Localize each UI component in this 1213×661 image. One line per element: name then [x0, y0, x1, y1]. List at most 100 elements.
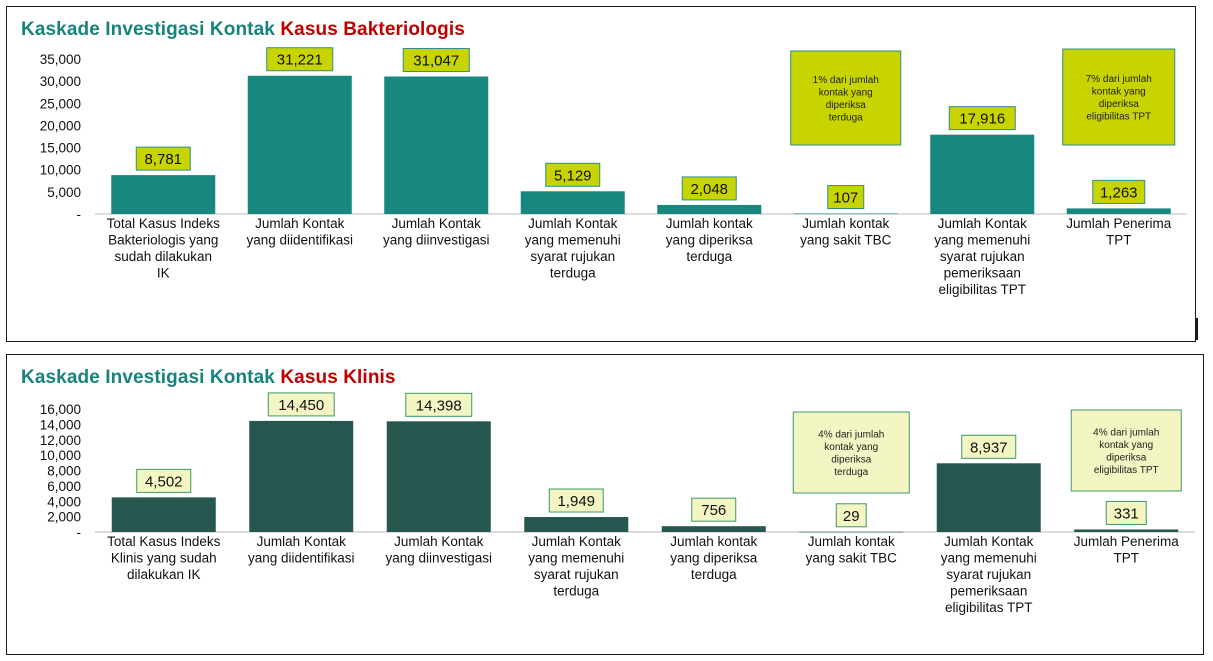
category-label-line: IK: [157, 266, 170, 281]
bar-chart-bakteriologis: - 5,000 10,000 15,000 20,000 25,000 30,000 35,0…: [40, 47, 1187, 297]
category-label-line: Jumlah kontak: [802, 216, 889, 231]
chart-panel-klinis: Kaskade Investigasi Kontak Kasus Klinis …: [6, 354, 1204, 655]
annotation-box: [1070, 409, 1182, 492]
category-label: Jumlah kontak yang sakit TBC: [806, 534, 898, 566]
category-label-line: yang diperiksa: [670, 551, 758, 566]
y-tick-label: 10,000: [40, 448, 81, 463]
annotation-line: kontak yang: [819, 88, 873, 99]
panel-edge-mark: [1196, 318, 1198, 340]
data-label: 331: [1114, 505, 1139, 522]
category-label-line: TPT: [1114, 551, 1140, 566]
bar: [111, 175, 216, 214]
category-label-line: Jumlah Kontak: [944, 534, 1034, 549]
annotation-line: diperiksa: [826, 100, 866, 111]
category-label-line: Jumlah Penerima: [1066, 216, 1172, 231]
y-tick-label: 5,000: [47, 185, 81, 200]
category-label: Jumlah kontak yang sakit TBC: [800, 216, 892, 248]
category-label-line: pemeriksaan: [950, 584, 1027, 599]
bar: [249, 420, 354, 532]
annotation-box: [1062, 48, 1176, 146]
category-label: Jumlah Kontak yang memenuhi syarat rujukan…: [528, 534, 624, 599]
data-label-box: [266, 47, 334, 72]
data-label-box: [136, 468, 192, 493]
category-label-line: terduga: [691, 567, 737, 582]
category-label: Jumlah Kontak yang diinvestigasi: [383, 216, 490, 248]
category-label-line: Jumlah Kontak: [255, 216, 345, 231]
category-label-line: Jumlah kontak: [670, 534, 757, 549]
category-label: Jumlah Kontak yang memenuhi syarat rujukan…: [941, 534, 1037, 615]
data-label-box: [827, 185, 865, 210]
data-label-box: [948, 106, 1016, 131]
bar: [657, 204, 762, 214]
category-label-line: yang sakit TBC: [806, 551, 898, 566]
bar: [936, 463, 1041, 532]
annotation-line: diperiksa: [1106, 453, 1146, 464]
data-label: 4,502: [145, 473, 183, 490]
category-label-line: Total Kasus Indeks: [107, 216, 221, 231]
category-label-line: terduga: [550, 266, 596, 281]
category-label-line: yang diinvestigasi: [383, 233, 490, 248]
category-label-line: yang diidentifikasi: [246, 233, 353, 248]
bar: [524, 517, 629, 532]
category-label-line: terduga: [686, 249, 732, 264]
data-label: 31,047: [413, 53, 459, 70]
bar: [1074, 529, 1179, 532]
y-tick-label: 6,000: [47, 479, 81, 494]
chart-title-part1: Kaskade Investigasi Kontak: [21, 367, 275, 388]
chart-title-part1: Kaskade Investigasi Kontak: [21, 19, 275, 40]
category-label-line: Jumlah Penerima: [1074, 534, 1180, 549]
category-label-line: Jumlah Kontak: [394, 534, 484, 549]
bar: [520, 191, 625, 214]
annotation-line: eligibilitas TPT: [1086, 112, 1151, 123]
category-label-line: yang memenuhi: [941, 551, 1037, 566]
category-label-line: sudah dilakukan: [114, 249, 212, 264]
category-label-line: Jumlah kontak: [666, 216, 753, 231]
annotation-line: terduga: [829, 113, 863, 124]
category-label-line: TPT: [1106, 233, 1132, 248]
bar: [793, 213, 898, 215]
data-label-box: [548, 488, 604, 513]
data-label: 31,221: [277, 52, 323, 69]
category-label: Jumlah Penerima TPT: [1074, 534, 1180, 566]
bar: [384, 76, 489, 215]
category-label: Jumlah Kontak yang diidentifikasi: [248, 534, 355, 566]
bar: [930, 134, 1035, 214]
category-label-line: pemeriksaan: [944, 266, 1021, 281]
y-tick-label: -: [77, 525, 82, 540]
category-label-line: Total Kasus Indeks: [107, 534, 221, 549]
category-label: Jumlah kontak yang diperiksa terduga: [670, 534, 758, 582]
category-label-line: yang memenuhi: [525, 233, 621, 248]
annotation-line: kontak yang: [1092, 87, 1146, 98]
y-tick-label: 4,000: [47, 494, 81, 509]
y-tick-label: 14,000: [40, 417, 81, 432]
category-label-line: syarat rujukan: [940, 249, 1025, 264]
y-tick-label: 8,000: [47, 464, 81, 479]
y-tick-label: 10,000: [40, 163, 81, 178]
chart-title: Kaskade Investigasi Kontak Kasus Klinis: [21, 367, 396, 389]
category-label-line: Klinis yang sudah: [111, 551, 217, 566]
annotation-text: 7% dari jumlah kontak yang diperiksa eligib…: [1086, 74, 1152, 123]
bar-chart-klinis: -2,0004,0006,0008,00010,00012,00014,0001…: [40, 392, 1195, 615]
data-label-box: [1105, 500, 1147, 525]
data-label: 14,450: [278, 397, 324, 414]
category-label: Jumlah Kontak yang memenuhi syarat rujukan…: [525, 216, 621, 281]
annotation-text: 4% dari jumlah kontak yang diperiksa eligib…: [1093, 428, 1159, 477]
annotation-text: 4% dari jumlah kontak yang diperiksa terdug…: [818, 430, 884, 479]
category-label: Jumlah Kontak yang memenuhi syarat rujukan…: [934, 216, 1030, 297]
y-tick-label: 16,000: [40, 402, 81, 417]
data-label: 17,916: [959, 111, 1005, 128]
category-label-line: yang diinvestigasi: [385, 551, 492, 566]
data-label: 2,048: [690, 181, 728, 198]
category-label-line: yang diidentifikasi: [248, 551, 355, 566]
bar: [661, 526, 766, 532]
y-tick-label: 15,000: [40, 141, 81, 156]
category-label-line: Bakteriologis yang: [108, 233, 218, 248]
data-label: 8,781: [144, 151, 182, 168]
annotation-line: terduga: [834, 467, 868, 478]
category-label-line: Jumlah Kontak: [257, 534, 347, 549]
y-tick-label: 2,000: [47, 510, 81, 525]
y-tick-label: 20,000: [40, 118, 81, 133]
category-label-line: terduga: [553, 584, 599, 599]
category-label-line: eligibilitas TPT: [938, 282, 1026, 297]
chart-title: Kaskade Investigasi Kontak Kasus Bakteri…: [21, 19, 465, 41]
